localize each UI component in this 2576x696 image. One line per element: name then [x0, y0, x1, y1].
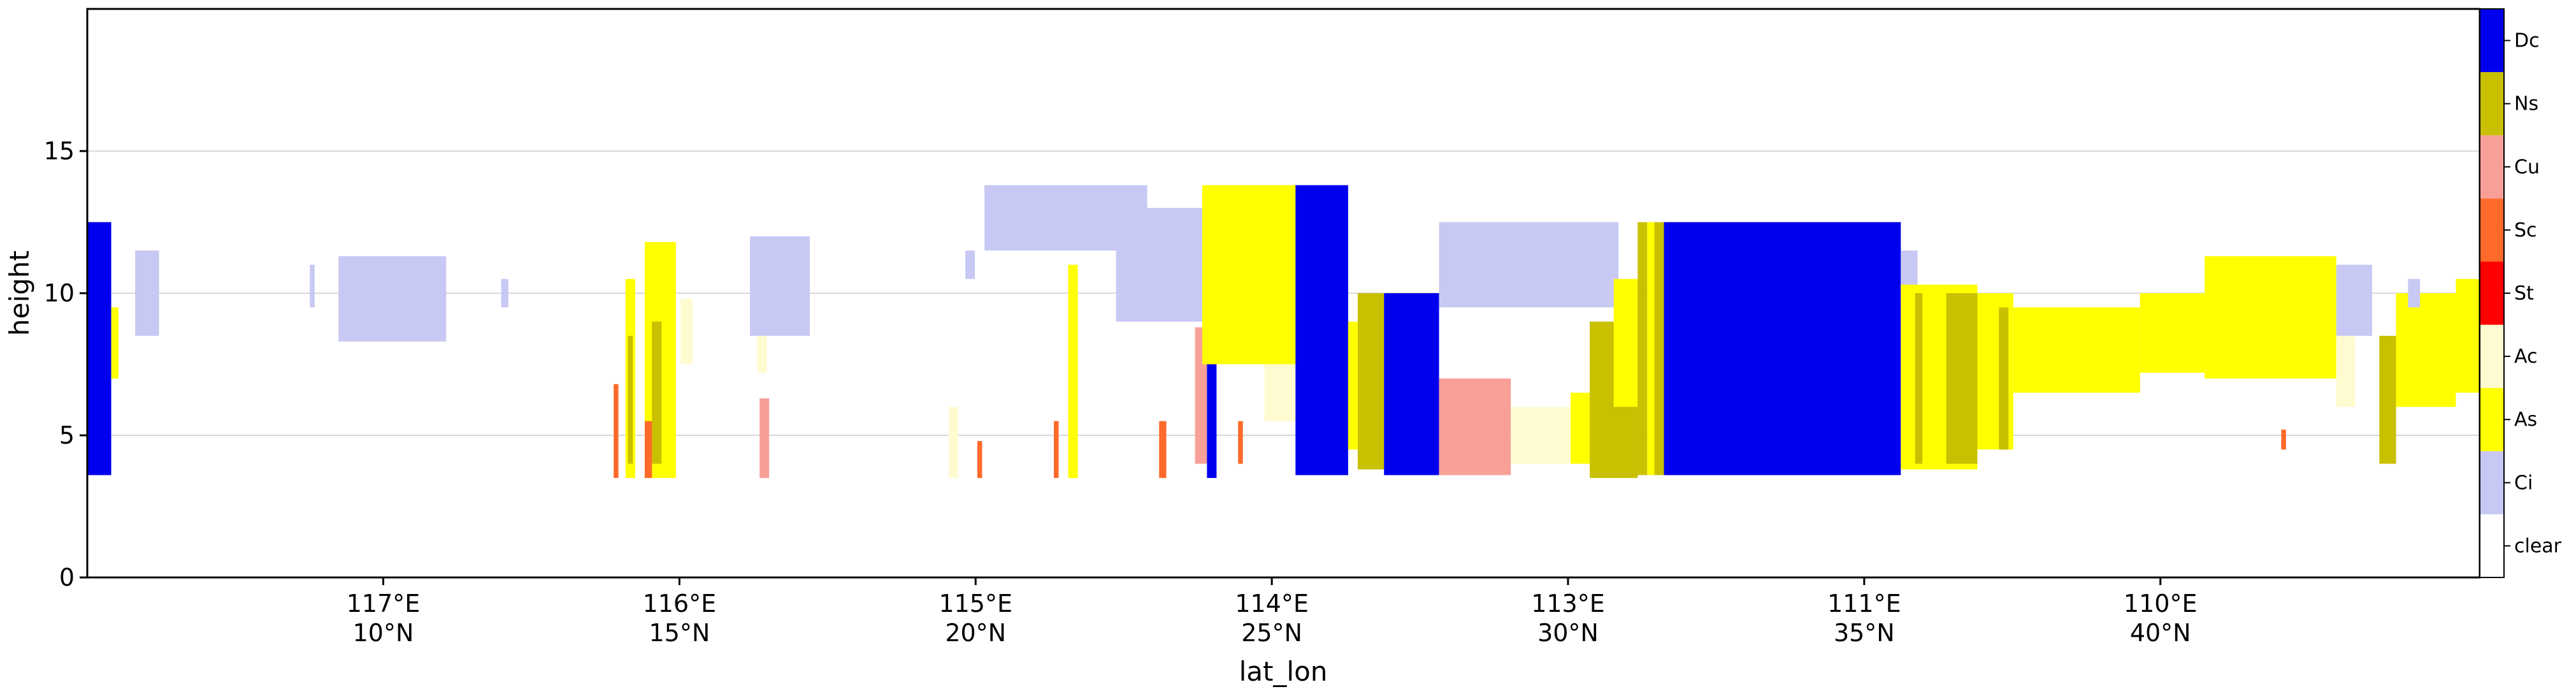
cloud-region-as — [1068, 265, 1078, 478]
cloud-region-as — [2205, 256, 2336, 379]
cloud-region-as — [2396, 293, 2456, 407]
x-tick-label-lon: 115°E — [939, 590, 1012, 618]
colorbar-swatch-ns — [2480, 72, 2504, 136]
cloud-region-ci — [1439, 222, 1619, 308]
y-tick-label: 5 — [59, 421, 75, 449]
cloud-region-dc — [1384, 293, 1439, 475]
colorbar-label: clear — [2514, 535, 2562, 557]
y-axis: 0 5 10 15 — [44, 137, 87, 591]
cloud-region-ac — [2336, 335, 2356, 407]
cloud-region-dc — [87, 222, 112, 475]
x-tick-label-lat: 20°N — [945, 619, 1006, 647]
colorbar-label: As — [2514, 409, 2537, 431]
cloud-region-as — [2456, 279, 2480, 393]
cloud-region-ns — [1654, 222, 1664, 475]
cloud-region-cu — [759, 398, 770, 478]
y-tick-label: 0 — [59, 563, 75, 591]
colorbar-label: Ac — [2514, 345, 2538, 368]
cloud-region-sc — [614, 384, 619, 478]
x-tick-label-lon: 111°E — [1827, 590, 1901, 618]
cloud-region-ns — [652, 321, 662, 464]
x-tick-label-lon: 110°E — [2124, 590, 2198, 618]
cloud-region-cu — [1439, 378, 1511, 475]
colorbar-label: St — [2514, 282, 2534, 305]
cloud-region-ns — [628, 335, 633, 464]
cloud-region-as — [1202, 185, 1296, 365]
colorbar-swatch-ci — [2480, 451, 2504, 514]
y-tick-label: 15 — [44, 137, 75, 165]
cloud-region-ns — [1999, 307, 2009, 450]
colorbar-swatch-sc — [2480, 198, 2504, 262]
cloud-region-ci — [501, 279, 508, 308]
cloud-region-ac — [680, 298, 693, 365]
colorbar-swatch-clear — [2480, 514, 2504, 577]
x-tick-label-lat: 10°N — [353, 619, 414, 647]
colorbar-swatch-cu — [2480, 135, 2504, 199]
colorbar-label: Ci — [2514, 472, 2533, 494]
cloud-regions — [87, 185, 2480, 478]
x-tick-label-lon: 116°E — [643, 590, 717, 618]
colorbar-label: Cu — [2514, 156, 2540, 178]
colorbar-swatch-st — [2480, 261, 2504, 325]
y-axis-title: height — [4, 250, 35, 336]
cloud-region-as — [111, 307, 119, 379]
cloud-region-ns — [1915, 293, 1923, 464]
cloud-region-sc — [1159, 421, 1167, 478]
cloud-region-ci — [965, 250, 975, 279]
cloud-region-ns — [1357, 293, 1385, 470]
cloud-region-ns — [1637, 222, 1648, 475]
colorbar-swatch-as — [2480, 388, 2504, 451]
x-tick-label-lat: 25°N — [1241, 619, 1302, 647]
cloud-region-sc — [977, 440, 982, 478]
cloud-region-ns — [2379, 335, 2396, 464]
cloud-region-as — [1348, 321, 1358, 450]
cloud-region-ci — [750, 236, 810, 336]
cloud-region-ci — [2336, 265, 2373, 336]
cloud-region-ci — [338, 256, 447, 342]
cloud-region-ac — [1264, 364, 1296, 421]
cloud-region-ci — [2408, 279, 2421, 308]
x-tick-label-lon: 113°E — [1531, 590, 1605, 618]
cloud-region-as — [1647, 222, 1655, 475]
cloud-region-dc — [1295, 185, 1348, 475]
x-axis-title: lat_lon — [1239, 656, 1328, 687]
cloud-region-as — [2013, 307, 2140, 393]
colorbar-swatch-ac — [2480, 324, 2504, 388]
cloud-region-sc — [1238, 421, 1243, 464]
x-tick-label-lat: 15°N — [649, 619, 710, 647]
cloud-region-ci — [310, 265, 315, 308]
cloud-region-ns — [1946, 293, 1978, 464]
cloud-region-ac — [757, 335, 767, 373]
colorbar-swatch-dc — [2480, 9, 2504, 73]
x-tick-label-lon: 117°E — [347, 590, 421, 618]
cloud-region-as — [1571, 393, 1590, 464]
x-tick-label-lon: 114°E — [1235, 590, 1309, 618]
colorbar-label: Dc — [2514, 30, 2540, 52]
y-tick-label: 10 — [44, 279, 75, 307]
colorbar: clear Ci As Ac St Sc Cu Ns Dc — [2479, 8, 2562, 578]
cloud-region-ci — [135, 250, 159, 336]
colorbar-label: Ns — [2514, 93, 2538, 115]
colorbar-frame — [2479, 8, 2505, 578]
x-tick-label-lat: 35°N — [1834, 619, 1895, 647]
cloud-region-sc — [1054, 421, 1059, 478]
x-tick-label-lat: 30°N — [1537, 619, 1599, 647]
cloud-region-sc — [2281, 430, 2286, 450]
cloud-region-ac — [948, 407, 958, 478]
colorbar-label: Sc — [2514, 219, 2537, 242]
cloud-region-dc — [1207, 327, 1217, 478]
cloud-region-as — [1613, 279, 1638, 407]
x-axis: 117°E10°N 116°E15°N 115°E20°N 114°E25°N 113°… — [347, 577, 2198, 647]
cloud-region-ci — [1116, 208, 1212, 322]
x-tick-label-lat: 40°N — [2130, 619, 2191, 647]
cloud-region-as — [2140, 293, 2205, 373]
cloud-region-sc — [644, 421, 652, 478]
cloud-region-dc — [1664, 222, 1901, 475]
